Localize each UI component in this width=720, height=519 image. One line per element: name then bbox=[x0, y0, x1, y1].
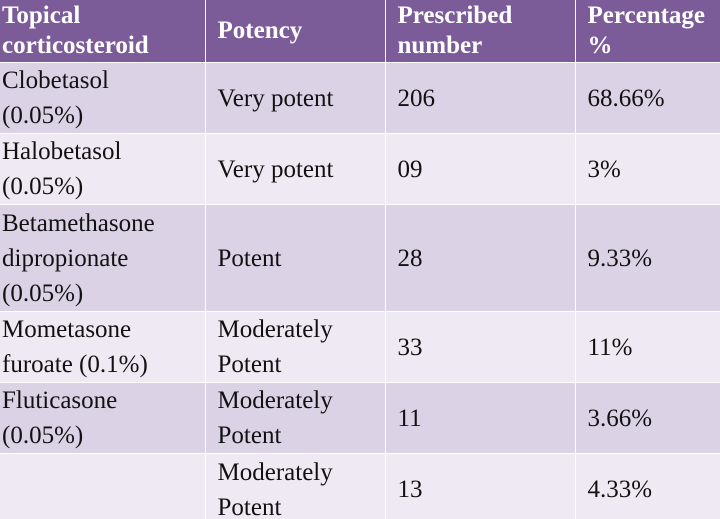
cell-percentage: 9.33% bbox=[575, 204, 720, 312]
cell-text: Very potent bbox=[217, 155, 334, 183]
cell-text: Potent bbox=[217, 244, 282, 272]
cell-text: dipropionate bbox=[2, 244, 129, 272]
cell-text: (0.05%) bbox=[2, 102, 84, 129]
cell-text: Betamethasone bbox=[2, 209, 155, 237]
header-potency: Potency bbox=[205, 0, 386, 63]
cell-number: 206 bbox=[385, 62, 576, 134]
cell-percentage: 3.66% bbox=[575, 382, 720, 454]
table-row: Mometasone furoate (0.1%) Moderately Pot… bbox=[0, 311, 720, 383]
header-text: % bbox=[587, 32, 613, 59]
cell-potency: Moderately Potent bbox=[205, 453, 386, 519]
header-corticosteroid: Topical corticosteroid bbox=[0, 0, 206, 63]
cell-text: Moderately bbox=[217, 458, 333, 486]
cell-number: 28 bbox=[385, 204, 576, 312]
cell-corticosteroid: Betamethasone dipropionate (0.05%) bbox=[0, 204, 206, 312]
header-text: Potency bbox=[217, 17, 303, 44]
table-row: Fluticasone (0.05%) Moderately Potent 11… bbox=[0, 382, 720, 454]
header-row: Topical corticosteroid Potency Prescribe… bbox=[0, 0, 720, 63]
cell-text: Moderately bbox=[217, 387, 333, 414]
cell-potency: Very potent bbox=[205, 62, 386, 134]
cell-number: 11 bbox=[385, 382, 576, 454]
cell-number: 09 bbox=[385, 133, 576, 205]
cell-corticosteroid: Clobetasol (0.05%) bbox=[0, 62, 206, 134]
cell-text: Mometasone bbox=[2, 316, 132, 343]
cell-percentage: 11% bbox=[575, 311, 720, 383]
header-text: corticosteroid bbox=[2, 32, 149, 59]
cell-corticosteroid: Mometasone furoate (0.1%) bbox=[0, 311, 206, 383]
cell-text: Halobetasol bbox=[2, 138, 122, 165]
table-row: Clobetasol (0.05%) Very potent 206 68.66… bbox=[0, 62, 720, 134]
cell-text: furoate (0.1%) bbox=[2, 351, 148, 378]
header-text: Percentage bbox=[587, 2, 706, 29]
cell-text: Potent bbox=[217, 351, 282, 378]
cell-text: Potent bbox=[217, 422, 282, 449]
cell-corticosteroid: Halobetasol (0.05%) bbox=[0, 133, 206, 205]
cell-corticosteroid bbox=[0, 453, 206, 519]
cell-number: 33 bbox=[385, 311, 576, 383]
cell-potency: Very potent bbox=[205, 133, 386, 205]
table-row: Halobetasol (0.05%) Very potent 09 3% bbox=[0, 133, 720, 205]
cell-text: Moderately bbox=[217, 316, 333, 343]
cell-text: (0.05%) bbox=[2, 422, 84, 449]
table-row: Moderately Potent 13 4.33% bbox=[0, 453, 720, 519]
cell-percentage: 68.66% bbox=[575, 62, 720, 134]
cell-text: Fluticasone bbox=[2, 387, 118, 414]
cell-text: Potent bbox=[217, 493, 282, 519]
cell-number: 13 bbox=[385, 453, 576, 519]
cell-corticosteroid: Fluticasone (0.05%) bbox=[0, 382, 206, 454]
header-text: Prescribed bbox=[397, 2, 513, 29]
cell-text: Very potent bbox=[217, 84, 334, 112]
table-row: Betamethasone dipropionate (0.05%) Poten… bbox=[0, 204, 720, 312]
cell-potency: Potent bbox=[205, 204, 386, 312]
cell-potency: Moderately Potent bbox=[205, 311, 386, 383]
header-prescribed-number: Prescribed number bbox=[385, 0, 576, 63]
cell-text: Clobetasol bbox=[2, 67, 109, 94]
cell-text: (0.05%) bbox=[2, 173, 84, 200]
cell-text: (0.05%) bbox=[2, 279, 84, 307]
cell-potency: Moderately Potent bbox=[205, 382, 386, 454]
header-percentage: Percentage % bbox=[575, 0, 720, 63]
header-text: number bbox=[397, 32, 483, 59]
header-text: Topical bbox=[2, 2, 81, 29]
cell-percentage: 3% bbox=[575, 133, 720, 205]
cell-percentage: 4.33% bbox=[575, 453, 720, 519]
